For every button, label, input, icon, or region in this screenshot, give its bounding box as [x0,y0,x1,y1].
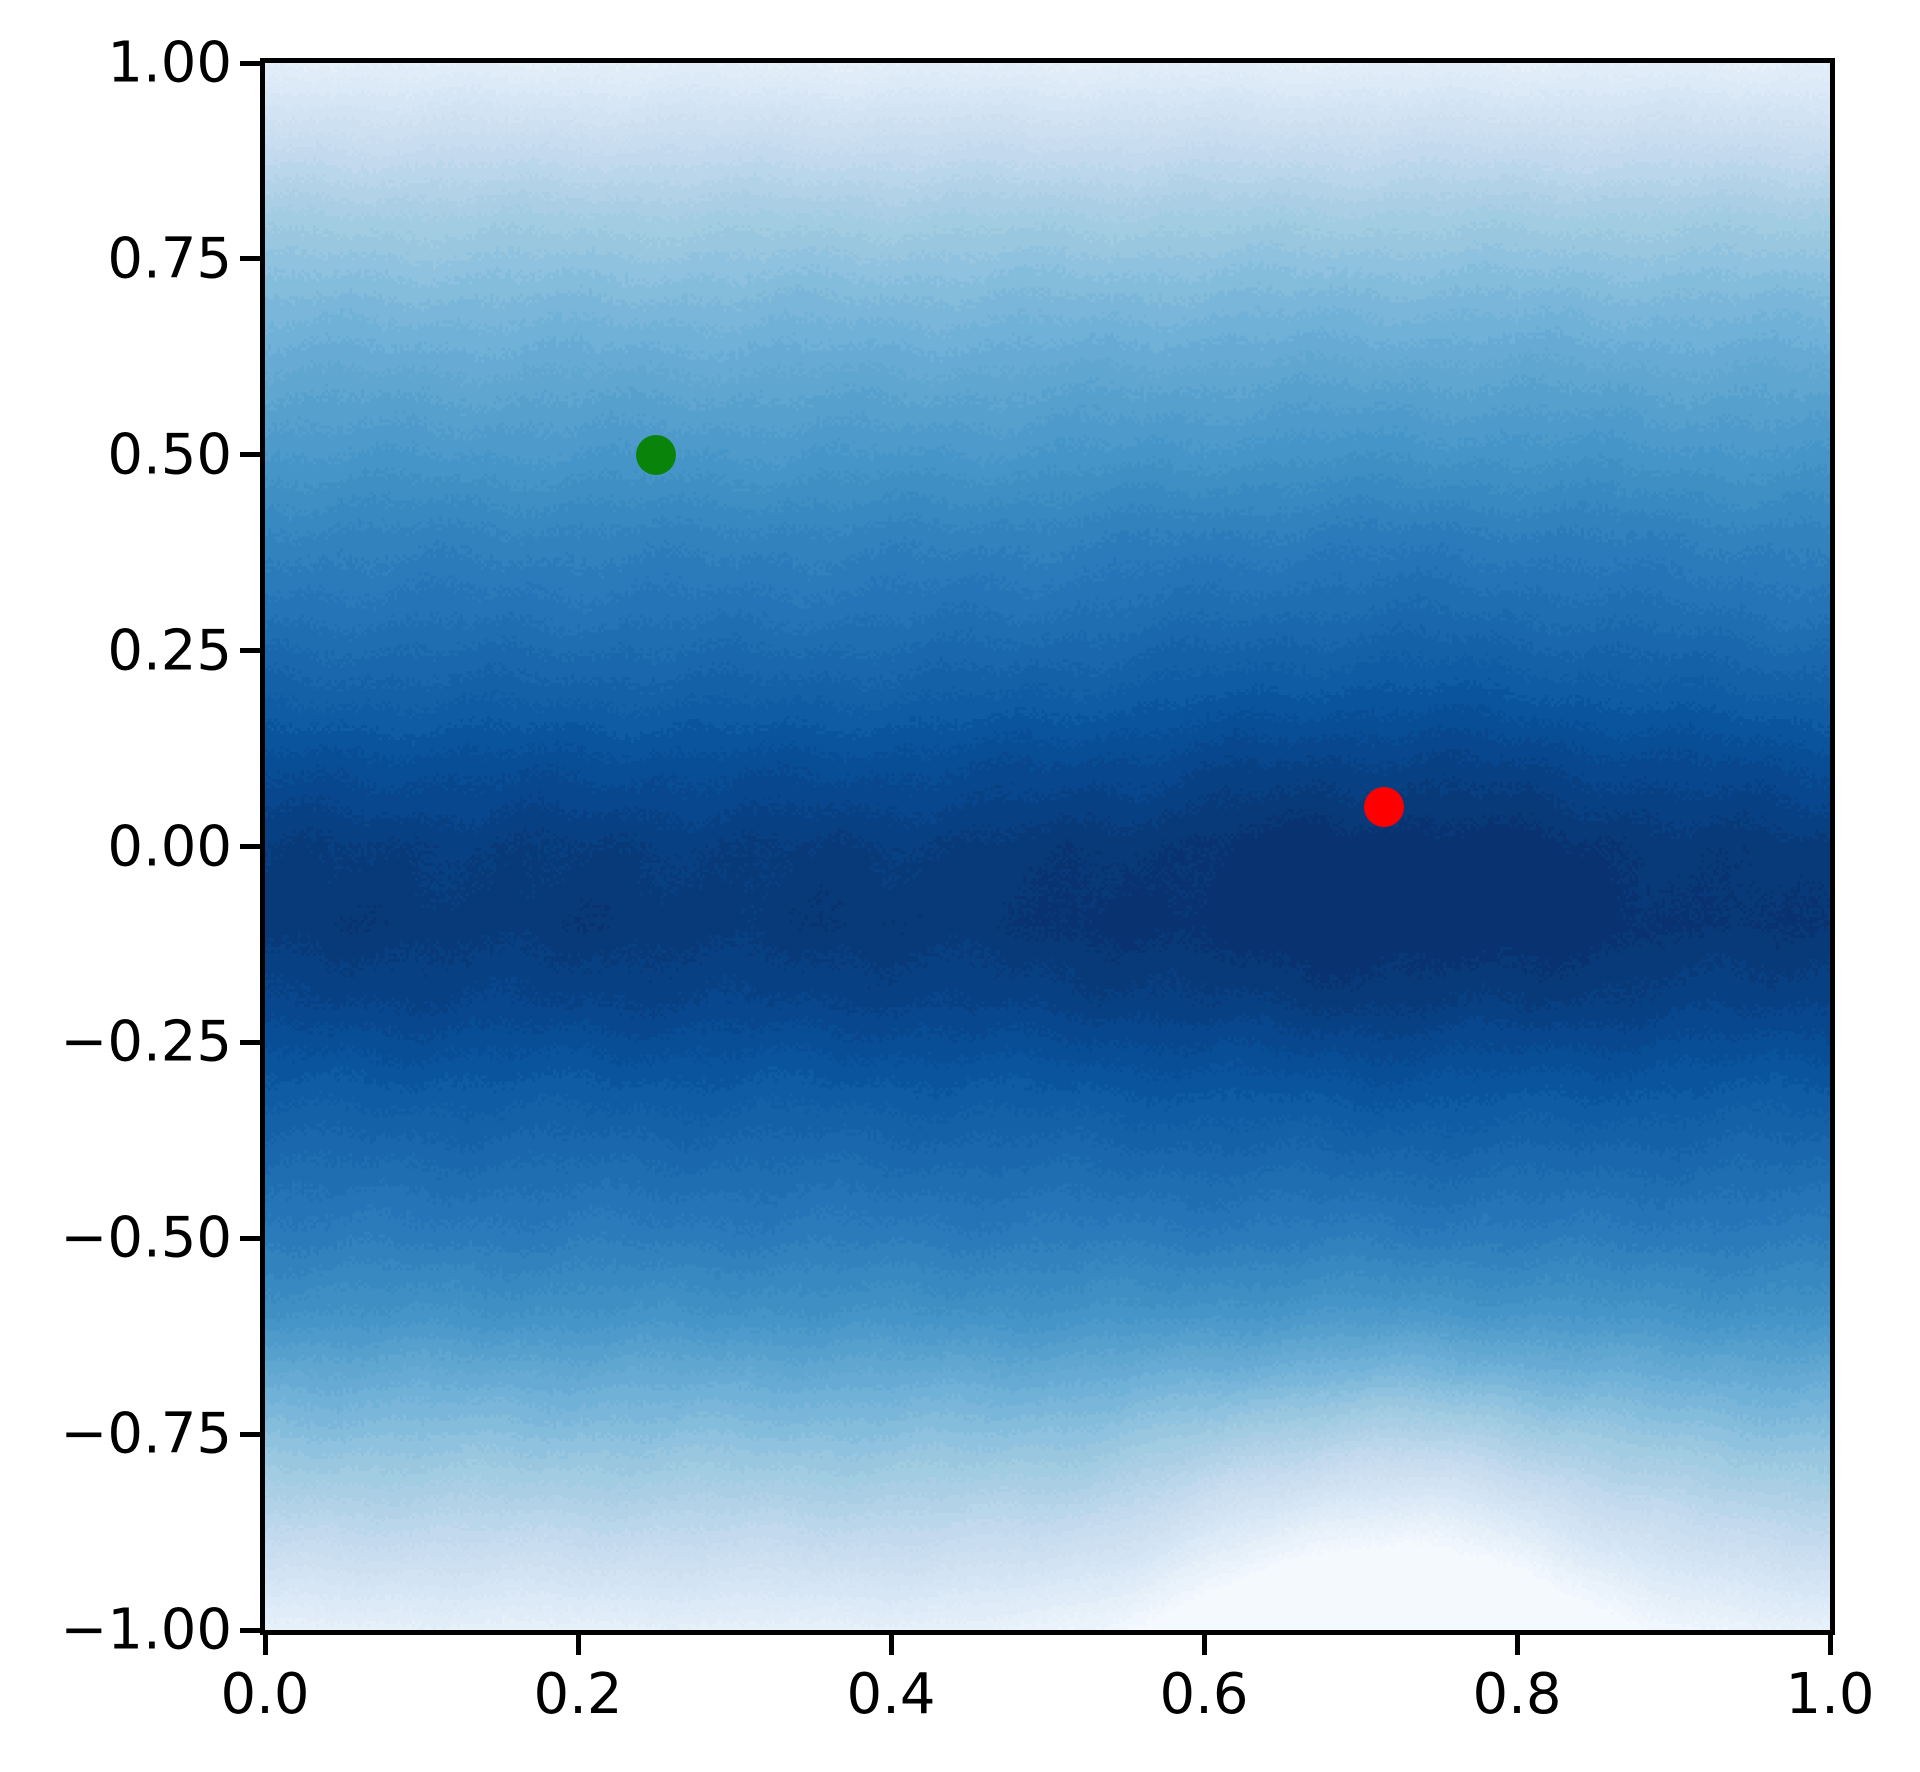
x-tick-label: 0.4 [846,1662,936,1727]
x-tick [1827,1635,1833,1655]
x-tick-label: 0.2 [533,1662,623,1727]
scatter-point-green [636,434,677,475]
y-tick-label: 0.00 [107,814,232,879]
y-tick [240,60,260,66]
y-tick [240,648,260,654]
y-tick-label: −0.25 [60,1009,232,1075]
x-tick [1514,1635,1520,1655]
x-tick-label: 1.0 [1785,1662,1875,1727]
x-tick [888,1635,894,1655]
x-tick-label: 0.6 [1159,1662,1249,1727]
contour-background [265,63,1830,1630]
x-tick-label: 0.8 [1472,1662,1562,1727]
y-tick [240,1039,260,1045]
x-tick-label: 0.0 [220,1662,310,1727]
y-tick-label: 0.75 [107,226,232,292]
y-tick [240,844,260,849]
y-tick-label: −0.50 [60,1205,232,1271]
y-tick-label: 0.50 [107,422,232,488]
x-tick [575,1635,581,1655]
y-tick-label: −0.75 [60,1401,232,1467]
x-tick [262,1635,268,1655]
y-tick [240,452,260,458]
y-tick [240,1627,260,1633]
y-tick [240,1235,260,1241]
y-tick-label: 0.25 [107,618,232,684]
x-tick [1201,1635,1207,1655]
y-tick [240,1431,260,1437]
y-tick-label: −1.00 [60,1597,232,1663]
y-tick-label: 1.00 [107,30,232,96]
scatter-point-red [1363,787,1404,828]
y-tick [240,256,260,262]
